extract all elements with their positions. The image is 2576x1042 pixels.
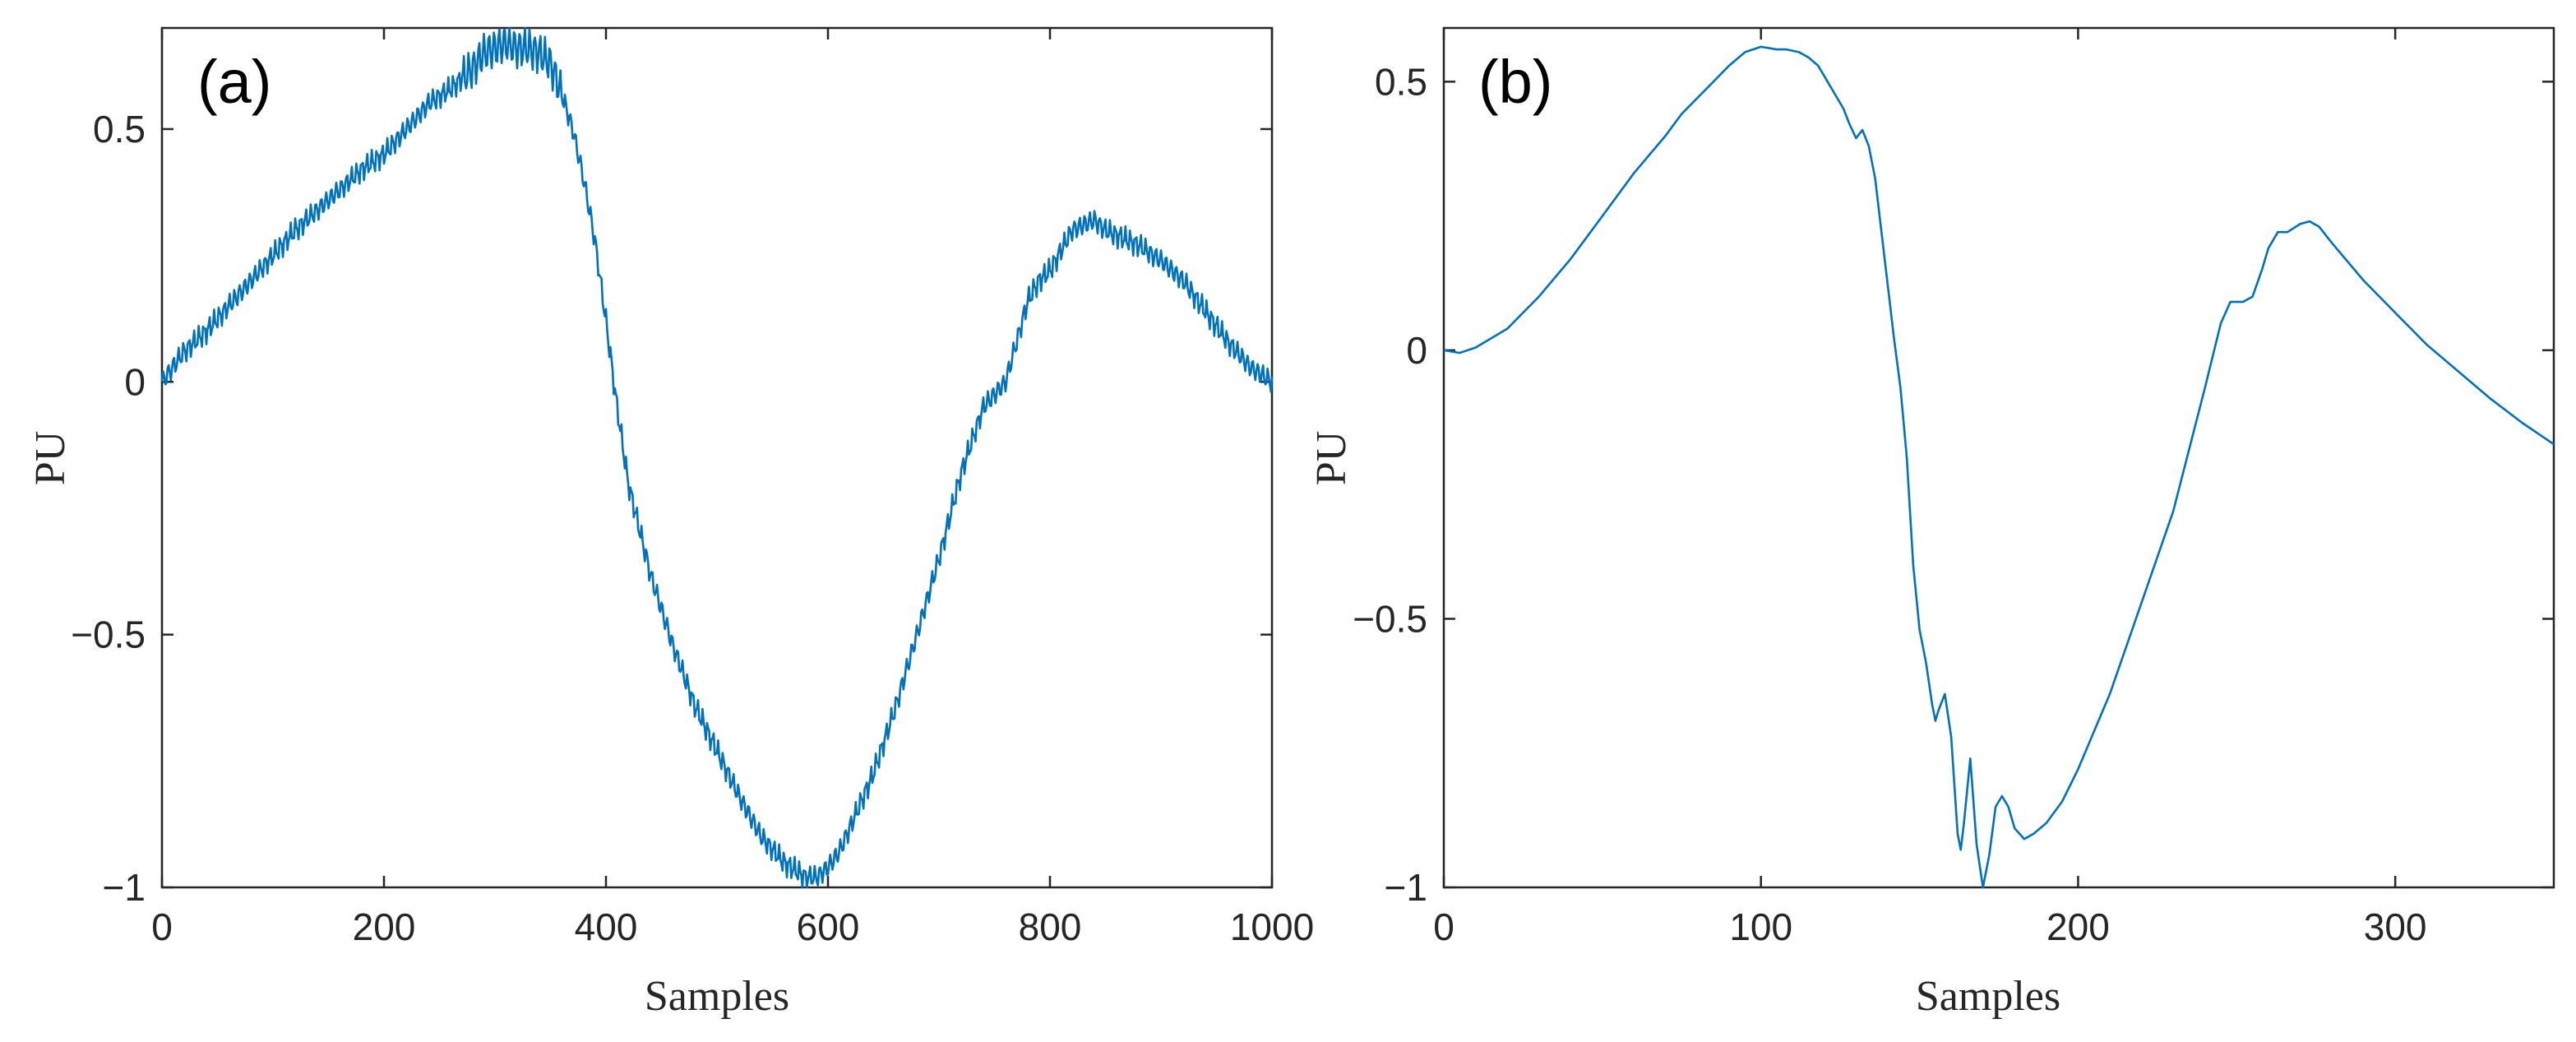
y-tick-labels-b: 0.5 0 −0.5 −1 [1353, 60, 1427, 909]
panel-label-a: (a) [197, 48, 271, 116]
x-tick-label: 600 [797, 905, 860, 948]
x-tick-label: 200 [353, 905, 416, 948]
chart-panel-a: 0 200 400 600 800 1000 0.5 0 −0.5 −1 (a) Samples… [27, 26, 1314, 1020]
y-tick-label: −0.5 [71, 614, 146, 656]
y-tick-label: −1 [103, 866, 146, 909]
x-axis-label-a: Samples [645, 973, 789, 1020]
x-tick-label: 800 [1019, 905, 1082, 948]
plot-frame-b [1442, 26, 2555, 889]
x-tick-labels-a: 0 200 400 600 800 1000 [151, 905, 1314, 948]
panel-label-b: (b) [1478, 48, 1552, 116]
y-axis-label-b: PU [1308, 431, 1355, 485]
x-axis-label-b: Samples [1916, 973, 2060, 1020]
x-tick-label: 200 [2046, 905, 2110, 948]
y-tick-label: 0.5 [93, 108, 146, 151]
chart-panel-b: 0 100 200 300 0.5 0 −0.5 −1 (b) Samples PU [1308, 26, 2555, 1020]
x-tick-labels-b: 0 100 200 300 [1433, 905, 2426, 948]
plot-frame-a [160, 26, 1274, 889]
line-series-a [160, 26, 1274, 889]
x-tick-label: 100 [1729, 905, 1792, 948]
x-tick-label: 400 [575, 905, 638, 948]
line-series-b [1443, 45, 2555, 889]
axis-ticks-a [160, 28, 1274, 889]
x-tick-label: 1000 [1230, 905, 1314, 948]
y-tick-label: 0 [124, 360, 146, 403]
x-tick-label: 300 [2364, 905, 2427, 948]
y-tick-label: −0.5 [1353, 597, 1427, 640]
axis-ticks-b [1442, 28, 2554, 889]
x-tick-label: 0 [151, 905, 173, 948]
y-axis-label-a: PU [27, 431, 74, 485]
x-tick-label: 0 [1433, 905, 1454, 948]
y-tick-label: 0 [1406, 329, 1427, 372]
y-tick-labels-a: 0.5 0 −0.5 −1 [71, 108, 146, 909]
y-tick-label: −1 [1385, 866, 1427, 909]
y-tick-label: 0.5 [1375, 60, 1427, 103]
